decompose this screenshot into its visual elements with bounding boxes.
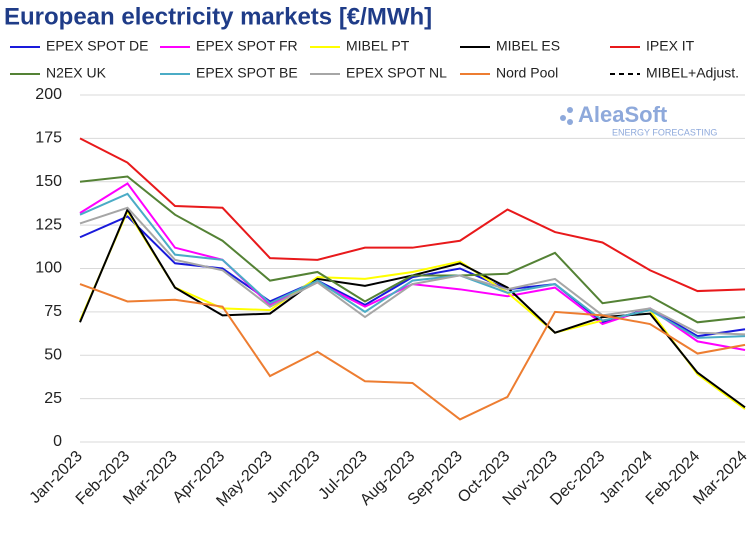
logo-dot xyxy=(560,115,566,121)
logo-name: AleaSoft xyxy=(578,102,668,127)
legend-label: EPEX SPOT FR xyxy=(196,38,298,54)
legend-label: EPEX SPOT BE xyxy=(196,65,298,81)
chart-title: European electricity markets [€/MWh] xyxy=(4,3,432,30)
y-tick-label: 175 xyxy=(35,130,62,147)
y-tick-label: 200 xyxy=(35,86,62,103)
series-line xyxy=(79,192,746,339)
legend-label: MIBEL ES xyxy=(496,38,560,54)
y-tick-label: 50 xyxy=(44,346,62,363)
legend-label: IPEX IT xyxy=(646,38,695,54)
series-line xyxy=(79,283,746,421)
series-line xyxy=(79,175,746,324)
logo-dot xyxy=(567,107,573,113)
series-line xyxy=(79,206,746,336)
legend-label: MIBEL+Adjust. xyxy=(646,65,739,81)
legend-label: N2EX UK xyxy=(46,65,107,81)
legend-label: MIBEL PT xyxy=(346,38,410,54)
y-tick-label: 125 xyxy=(35,216,62,233)
y-tick-label: 100 xyxy=(35,260,62,277)
legend-label: EPEX SPOT NL xyxy=(346,65,447,81)
y-tick-label: 75 xyxy=(44,303,62,320)
logo-dot xyxy=(567,119,573,125)
y-tick-label: 150 xyxy=(35,173,62,190)
y-tick-label: 0 xyxy=(53,433,62,450)
y-tick-label: 25 xyxy=(44,390,62,407)
x-tick-label: Jun-2023 xyxy=(264,448,323,507)
series-line xyxy=(79,137,746,293)
legend-label: EPEX SPOT DE xyxy=(46,38,148,54)
logo-tagline: ENERGY FORECASTING xyxy=(612,127,717,137)
legend-label: Nord Pool xyxy=(496,65,558,81)
